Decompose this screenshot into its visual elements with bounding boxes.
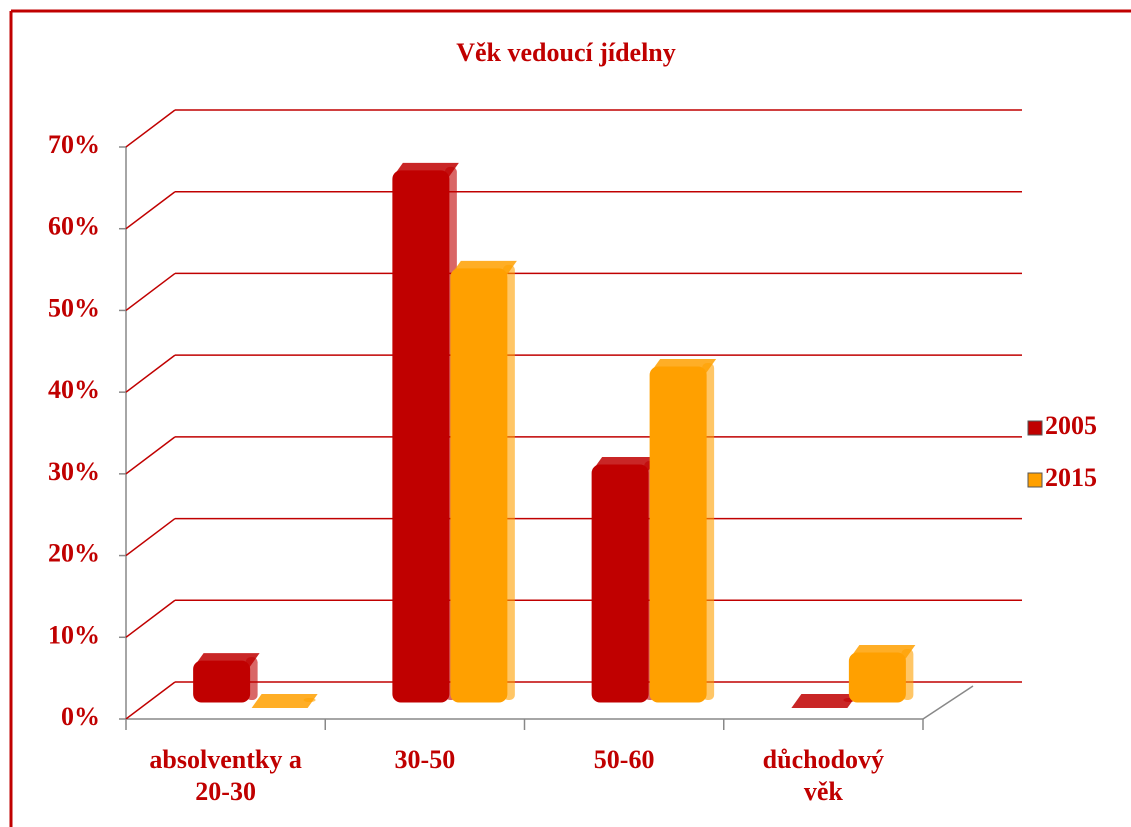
grid-line-side xyxy=(125,517,176,557)
bar xyxy=(450,260,517,703)
grid-line-side xyxy=(125,109,176,148)
bar-body xyxy=(392,170,450,703)
legend-label: 2005 xyxy=(1045,411,1097,440)
bar-top xyxy=(592,457,659,472)
legend-swatch xyxy=(1027,420,1043,436)
bar-top xyxy=(392,162,459,177)
y-tick-label: 40% xyxy=(48,375,100,404)
y-tick-label: 10% xyxy=(48,620,100,649)
bar-body xyxy=(848,652,906,703)
y-tick-label: 30% xyxy=(48,457,100,486)
bar-top xyxy=(450,260,517,275)
chart-title: Věk vedoucí jídelny xyxy=(456,38,676,67)
bar-side xyxy=(702,362,715,700)
bar-side xyxy=(303,698,316,702)
bar xyxy=(848,644,916,703)
bar-top xyxy=(251,694,318,708)
bar-side xyxy=(502,264,515,700)
y-tick-label: 0% xyxy=(61,702,100,731)
legend-swatch xyxy=(1027,472,1043,488)
bar xyxy=(392,162,459,703)
x-tick-label: absolventky a 20-30 xyxy=(149,745,302,806)
y-tick-label: 60% xyxy=(48,212,100,241)
bar-body xyxy=(649,366,707,703)
bar-body xyxy=(450,268,508,703)
bar-top xyxy=(849,644,916,659)
bar xyxy=(251,694,318,708)
floor-right xyxy=(922,685,974,720)
grid-line-side xyxy=(125,191,176,230)
bar xyxy=(791,694,858,708)
bar-body xyxy=(193,660,251,703)
x-tick-label: 50-60 xyxy=(593,745,655,774)
bar-top xyxy=(193,653,260,668)
bar-side xyxy=(245,657,258,700)
x-tick-label: 30-50 xyxy=(394,745,456,774)
bar xyxy=(649,358,717,703)
y-tick-label: 20% xyxy=(48,539,100,568)
grid-line-side xyxy=(125,436,176,475)
legend-label: 2015 xyxy=(1045,463,1097,492)
grid-line-side xyxy=(125,272,176,312)
grid-line-side xyxy=(125,681,176,720)
bar-body xyxy=(591,464,649,703)
bar-top xyxy=(791,694,858,708)
bar xyxy=(193,653,260,703)
bar-side xyxy=(901,648,914,700)
bar-top xyxy=(650,358,717,373)
grid-line-side xyxy=(125,599,176,638)
y-tick-label: 50% xyxy=(48,293,100,322)
grid-line-side xyxy=(125,354,176,393)
x-tick-label: důchodový věk xyxy=(762,745,885,806)
bar xyxy=(591,457,659,703)
y-tick-label: 70% xyxy=(48,130,100,159)
